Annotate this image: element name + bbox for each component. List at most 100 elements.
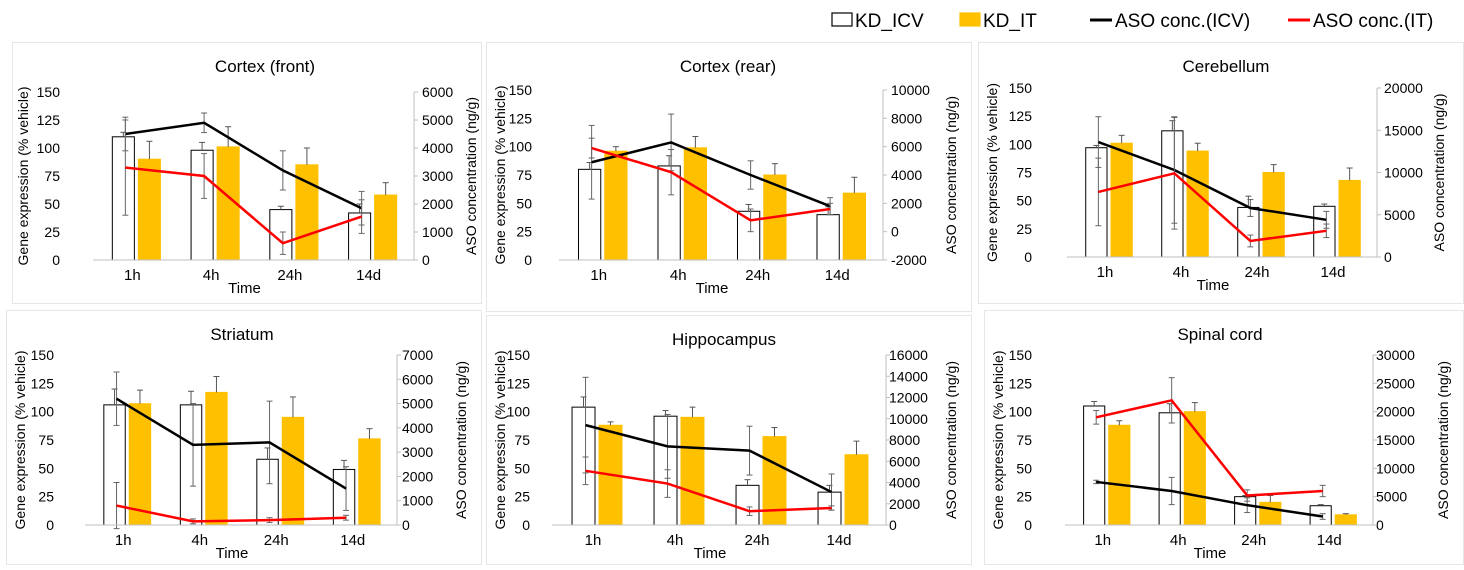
panel-frame bbox=[984, 310, 1464, 565]
bar-kd-it-4h bbox=[1186, 150, 1209, 258]
y2-tick-label: 30000 bbox=[1376, 347, 1415, 363]
y-tick-label: 125 bbox=[507, 375, 531, 391]
chart-title: Striatum bbox=[210, 325, 273, 344]
bar-kd-icv-4h bbox=[1158, 412, 1181, 526]
y2-tick-label: 6000 bbox=[889, 453, 920, 469]
bar-kd-it-14d bbox=[844, 454, 869, 526]
y-tick-label: 150 bbox=[31, 347, 55, 363]
chart-svg-cortex-front: Cortex (front) 0 25 50 75 100 125 150 0 1000 2000 3… bbox=[12, 42, 482, 304]
chart-svg-striatum: Striatum 0 25 50 75 100 125 150 0 1000 2000 3000 400… bbox=[6, 310, 482, 565]
y-tick-label: 0 bbox=[522, 517, 530, 533]
x-tick-label-14d: 14d bbox=[1320, 264, 1345, 281]
x-tick-label-1h: 1h bbox=[1097, 264, 1114, 281]
x-tick-label-1h: 1h bbox=[590, 267, 607, 284]
y2-tick-label: 20000 bbox=[1376, 404, 1415, 420]
x-tick-label-4h: 4h bbox=[191, 532, 208, 549]
error-bar-kd-icv-1h bbox=[1091, 400, 1098, 406]
series-line-aso-conc-it bbox=[591, 146, 831, 222]
y-tick-label: 125 bbox=[37, 112, 61, 128]
error-bar-kd-it-14d bbox=[1346, 167, 1353, 181]
y2-tick-label: 4000 bbox=[402, 420, 433, 436]
x-axis-title: Time bbox=[228, 280, 261, 297]
error-bar-kd-icv-14d bbox=[341, 459, 348, 470]
bar-kd-it-14d bbox=[842, 192, 867, 261]
error-bar-kd-it-4h bbox=[692, 135, 699, 148]
y2-tick-label: 5000 bbox=[402, 396, 433, 412]
legend-swatch-kd-it bbox=[959, 12, 981, 27]
y2-tick-label: 10000 bbox=[1376, 460, 1415, 476]
bar-kd-it-14d bbox=[374, 194, 398, 261]
y2-tick-label: 2000 bbox=[889, 496, 920, 512]
series-line-aso-conc-it bbox=[116, 504, 347, 523]
x-tick-label-4h: 4h bbox=[203, 267, 220, 284]
error-bar-kd-it-14d bbox=[366, 428, 373, 439]
series-line-aso-conc-icv bbox=[125, 121, 363, 210]
y2-tick-label: 15000 bbox=[1376, 432, 1415, 448]
y2-axis-label: ASO concentration (ng/g) bbox=[943, 361, 959, 519]
bar-kd-it-4h bbox=[205, 391, 228, 526]
y2-tick-label: 7000 bbox=[402, 347, 433, 363]
x-axis-title: Time bbox=[1194, 545, 1227, 562]
error-bar-kd-it-14d bbox=[851, 176, 858, 194]
y-tick-label: 100 bbox=[37, 140, 61, 156]
y2-axis-label: ASO concentration (ng/g) bbox=[453, 361, 469, 519]
y-tick-label: 150 bbox=[507, 347, 531, 363]
bar-kd-icv-4h bbox=[653, 415, 678, 526]
bar-kd-icv-4h bbox=[190, 149, 214, 261]
y-tick-label: 125 bbox=[509, 110, 533, 126]
error-bar-kd-it-24h bbox=[771, 163, 778, 175]
y2-tick-label: 2000 bbox=[402, 468, 433, 484]
y-tick-label: 150 bbox=[37, 84, 61, 100]
line-error-aso-conc-it-1h bbox=[1095, 157, 1102, 227]
bar-kd-it-24h bbox=[281, 416, 305, 526]
series-line-aso-conc-it bbox=[1095, 398, 1323, 497]
y2-tick-label: 10000 bbox=[889, 411, 928, 427]
y-tick-label: 75 bbox=[38, 432, 54, 448]
y-tick-label: 100 bbox=[1009, 404, 1033, 420]
x-tick-label-14d: 14d bbox=[356, 267, 381, 284]
error-bar-kd-it-4h bbox=[1194, 142, 1201, 152]
y-tick-label: 25 bbox=[44, 224, 60, 240]
bar-kd-it-24h bbox=[1262, 172, 1285, 258]
error-bar-kd-it-14d bbox=[853, 440, 860, 455]
x-tick-label-14d: 14d bbox=[340, 532, 365, 549]
y-axis-label: Gene expression (% vehicle) bbox=[15, 87, 31, 266]
y-tick-label: 25 bbox=[38, 489, 54, 505]
y-tick-label: 100 bbox=[507, 404, 531, 420]
x-tick-label-24h: 24h bbox=[1241, 532, 1266, 549]
x-tick-label-1h: 1h bbox=[124, 267, 141, 284]
error-bar-kd-it-14d bbox=[382, 182, 389, 196]
x-tick-label-14d: 14d bbox=[826, 532, 851, 549]
y2-tick-label: 0 bbox=[422, 252, 430, 268]
y-axis-label: Gene expression (% vehicle) bbox=[984, 83, 1000, 262]
panel-cortex-front: Cortex (front) 0 25 50 75 100 125 150 0 1000 2000 3… bbox=[12, 42, 482, 304]
bar-kd-it-1h bbox=[128, 403, 152, 526]
chart-title: Cortex (front) bbox=[215, 57, 315, 76]
bar-kd-icv-4h bbox=[1161, 130, 1184, 258]
y2-tick-label: 8000 bbox=[889, 432, 920, 448]
error-bar-kd-it-24h bbox=[1267, 495, 1274, 503]
error-bar-kd-icv-24h bbox=[744, 479, 751, 486]
y2-tick-label: 2000 bbox=[891, 195, 922, 211]
panel-striatum: Striatum 0 25 50 75 100 125 150 0 1000 2000 3000 400… bbox=[6, 310, 482, 565]
y2-tick-label: 10000 bbox=[891, 82, 930, 98]
x-tick-label-24h: 24h bbox=[264, 532, 289, 549]
y2-axis-label: ASO concentration (ng/g) bbox=[1435, 361, 1451, 519]
series-line-aso-conc-icv bbox=[1096, 480, 1323, 518]
x-axis-title: Time bbox=[216, 545, 249, 562]
x-tick-label-14d: 14d bbox=[825, 267, 850, 284]
x-axis-title: Time bbox=[694, 545, 727, 562]
y2-tick-label: 0 bbox=[1384, 249, 1392, 265]
y-tick-label: 150 bbox=[1009, 347, 1033, 363]
panel-frame bbox=[12, 42, 482, 304]
y2-tick-label: 0 bbox=[889, 517, 897, 533]
chart-svg-spinal-cord: Spinal cord 0 25 50 75 100 125 150 0 5000 10000 150… bbox=[984, 310, 1464, 565]
series-line-aso-conc-icv bbox=[585, 423, 833, 494]
bar-kd-it-1h bbox=[1110, 142, 1133, 258]
y2-tick-label: 5000 bbox=[1384, 207, 1415, 223]
x-tick-label-24h: 24h bbox=[744, 532, 769, 549]
error-bar-kd-it-4h bbox=[213, 376, 220, 393]
y-tick-label: 0 bbox=[524, 252, 532, 268]
chart-svg-cortex-rear: Cortex (rear) 0 25 50 75 100 125 150 -2000 0 2000 4… bbox=[486, 42, 972, 312]
y-tick-label: 75 bbox=[44, 168, 60, 184]
